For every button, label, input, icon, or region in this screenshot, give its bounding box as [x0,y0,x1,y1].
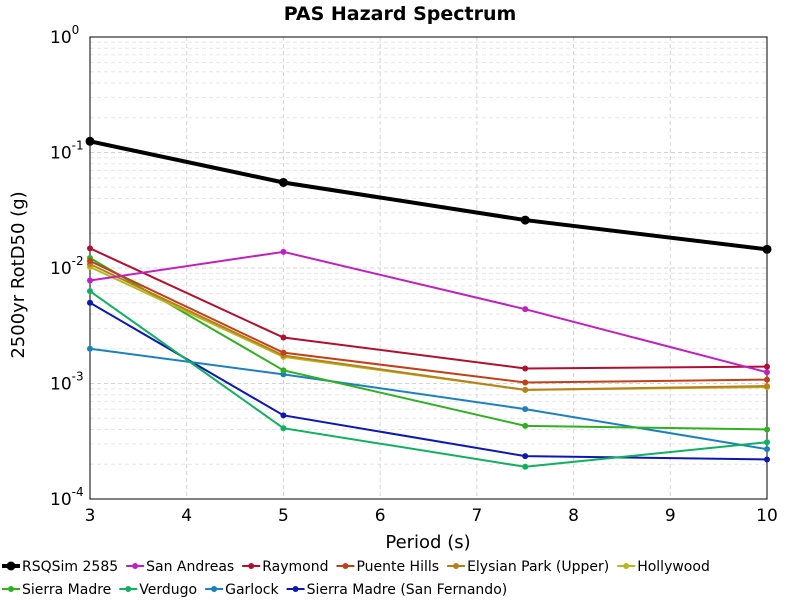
legend-item: Garlock [205,582,279,598]
data-point [280,248,287,255]
legend-marker [132,563,139,569]
legend-item: Verdugo [119,582,197,598]
legend-marker [342,563,349,569]
x-tick-label: 7 [471,506,482,526]
y-tick-label: 10-1 [50,139,84,164]
legend-label: Sierra Madre (San Fernando) [307,582,508,598]
legend-marker [453,563,460,569]
minor-grid [90,41,767,465]
y-tick-label: 100 [50,23,79,48]
data-point [522,386,529,393]
legend-marker [292,586,299,592]
series-raymond [87,245,770,372]
legend-item: San Andreas [126,559,234,575]
data-point [280,367,287,374]
legend-marker [125,586,132,592]
data-point [764,369,770,376]
legend-item: Sierra Madre [2,582,111,598]
data-point [522,463,529,470]
legend-label: Puente Hills [356,559,439,575]
x-tick-label: 6 [375,506,386,526]
legend-label: Sierra Madre [22,582,111,598]
series-puente-hills [87,257,770,386]
legend-label: Hollywood [637,559,710,575]
data-point [522,422,529,429]
y-tick-label: 10-4 [50,485,84,510]
data-point [87,288,93,295]
legend-label: Verdugo [139,582,197,598]
data-point [280,334,287,341]
legend-marker [248,563,255,569]
data-point [87,277,93,284]
data-point [87,257,93,264]
data-point [87,345,93,352]
legend-marker [211,586,218,592]
legend-item: Puente Hills [336,559,439,575]
x-tick-label: 10 [756,506,778,526]
data-point [280,349,287,356]
legend-marker [6,561,16,571]
legend-label: Raymond [262,559,328,575]
data-point [87,245,93,252]
data-point [522,453,529,460]
series-line [89,290,768,468]
legend-label: RSQSim 2585 [22,559,118,575]
series-elysian-park-upper [87,261,770,393]
data-point [764,426,770,433]
data-point [764,456,770,463]
data-point [520,215,530,225]
data-point [764,439,770,446]
legend-item: Elysian Park (Upper) [447,559,609,575]
data-point [764,363,770,370]
x-tick-label: 8 [568,506,579,526]
legend-label: San Andreas [146,559,234,575]
data-point [522,406,529,413]
series-sierra-madre [87,255,770,433]
data-point [764,383,770,390]
legend-label: Elysian Park (Upper) [467,559,609,575]
data-point [280,425,287,432]
data-point [764,376,770,383]
series-san-andreas [87,248,770,376]
data-point [764,446,770,453]
x-tick-label: 9 [665,506,676,526]
series-verdugo [87,288,770,470]
data-point [278,177,288,187]
legend-marker [623,563,630,569]
x-tick-label: 5 [278,506,289,526]
data-point [85,136,95,146]
series-line [89,257,768,431]
data-point [87,299,93,306]
data-point [522,306,529,313]
x-tick-label: 3 [85,506,96,526]
series-line [89,247,768,370]
legend-item: Hollywood [617,559,710,575]
series-lines [85,136,772,470]
legend-item: Sierra Madre (San Fernando) [286,582,508,598]
legend-item: RSQSim 2585 [2,559,118,575]
legend: RSQSim 2585 San Andreas Raymond Puente Hill… [2,559,710,598]
series-line [89,250,768,374]
legend-label: Garlock [225,582,279,598]
series-line [89,260,768,384]
data-point [522,365,529,372]
chart-title: PAS Hazard Spectrum [284,3,517,25]
series-line [89,263,768,391]
x-axis-ticks: 3 4 5 6 7 8 9 10 [85,506,778,526]
legend-item: Raymond [242,559,328,575]
x-tick-label: 4 [181,506,192,526]
data-point [522,379,529,386]
y-axis-label: 2500yr RotD50 (g) [8,191,29,358]
data-point [762,244,772,254]
y-tick-label: 10-3 [50,370,84,395]
series-rsqsim-2585 [85,136,772,254]
series-line [89,139,768,252]
legend-marker [8,586,14,592]
series-line [89,347,768,451]
data-point [280,412,287,419]
x-axis-label: Period (s) [385,532,470,553]
y-axis-ticks: 100 10-1 10-2 10-3 10-4 [50,23,84,510]
y-tick-label: 10-2 [50,254,84,279]
